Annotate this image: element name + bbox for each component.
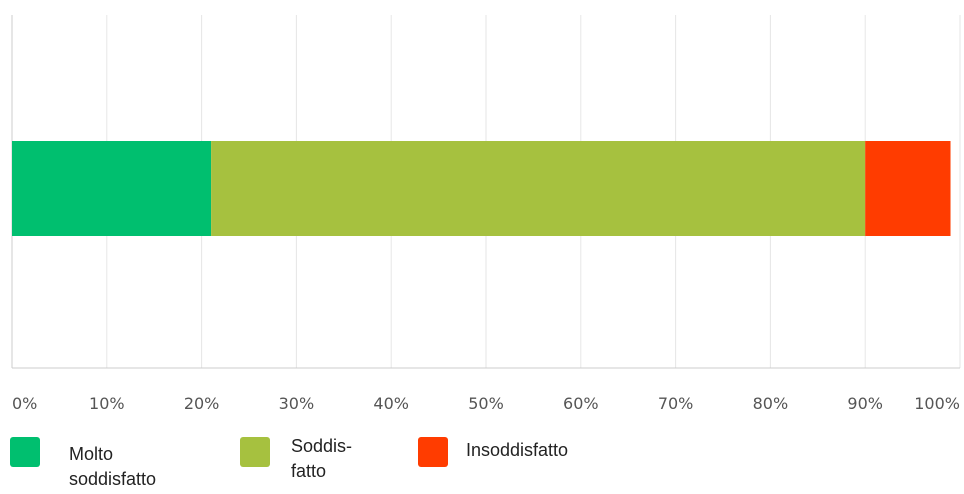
x-tick-labels: 0% 10% 20% 30% 40% 50% 60% 70% 80% 90% 100% <box>12 394 960 413</box>
bar-segments <box>12 141 951 236</box>
x-tick-label: 60% <box>563 394 599 413</box>
x-tick-label: 0% <box>12 394 37 413</box>
legend-item-insoddisfatto: Insoddisfatto <box>418 437 568 467</box>
legend-item-molto-soddisfatto: Molto soddisfatto <box>10 437 156 492</box>
bar-segment-0 <box>12 141 212 236</box>
legend-label-soddisfatto: Soddis- fatto <box>291 436 353 481</box>
bar-segment-2 <box>865 141 951 236</box>
x-tick-label: 30% <box>279 394 315 413</box>
x-tick-label: 40% <box>373 394 409 413</box>
x-tick-label: 80% <box>753 394 789 413</box>
x-tick-label: 10% <box>89 394 125 413</box>
legend-swatch-molto-soddisfatto <box>10 437 40 467</box>
legend-label-insoddisfatto: Insoddisfatto <box>466 440 569 460</box>
x-tick-label: 50% <box>468 394 504 413</box>
x-tick-label: 90% <box>847 394 883 413</box>
legend-label-molto-soddisfatto: Molto soddisfatto <box>69 444 157 489</box>
x-tick-label: 70% <box>658 394 694 413</box>
legend-swatch-soddisfatto <box>240 437 270 467</box>
legend-swatch-insoddisfatto <box>418 437 448 467</box>
x-tick-label: 20% <box>184 394 220 413</box>
legend-item-soddisfatto: Soddis- fatto <box>240 436 353 484</box>
bar-segment-1 <box>211 141 866 236</box>
x-tick-label: 100% <box>914 394 960 413</box>
